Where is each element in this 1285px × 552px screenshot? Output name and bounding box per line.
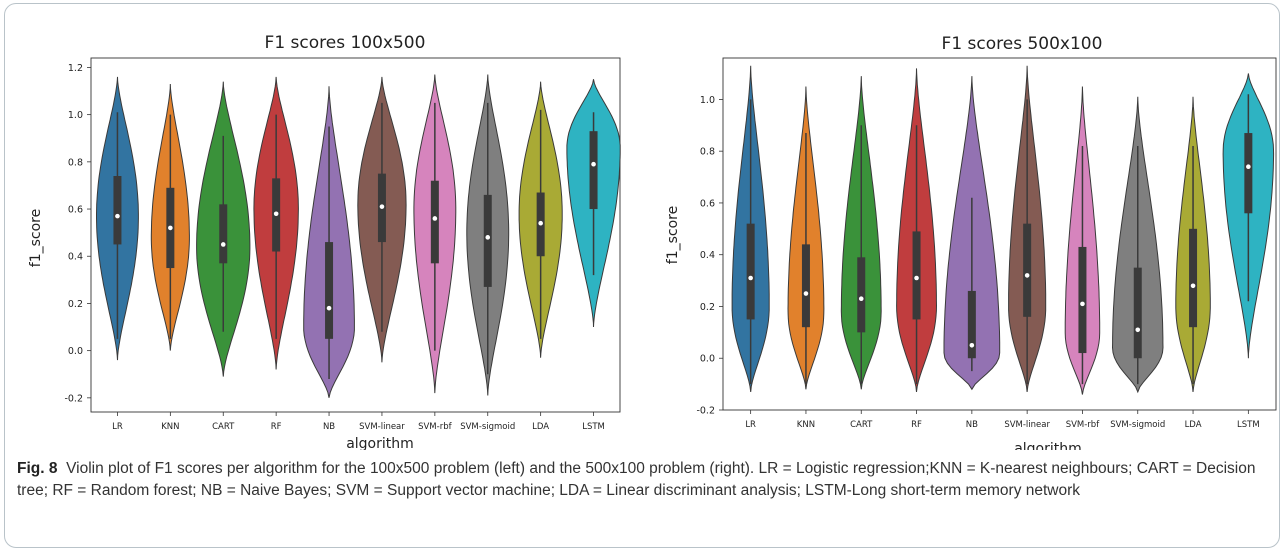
median-dot-nb: [969, 342, 975, 348]
iqr-box-lstm: [1244, 133, 1253, 214]
median-dot-cart: [220, 242, 226, 247]
iqr-box-lda: [1189, 228, 1198, 328]
y-tick-label: -0.2: [696, 406, 715, 417]
median-dot-svm-sigmoid: [1135, 327, 1141, 333]
x-tick-label-lstm: LSTM: [1237, 420, 1260, 430]
y-tick-label: 1.0: [68, 110, 83, 121]
caption-label: Fig. 8: [17, 460, 58, 477]
median-dot-rf: [273, 211, 279, 217]
y-tick-label: 0.4: [68, 252, 83, 263]
median-dot-rf: [914, 275, 919, 281]
x-tick-label-svm-rbf: SVM-rbf: [1066, 420, 1101, 430]
iqr-box-svm-sigmoid: [1133, 267, 1142, 359]
iqr-box-cart: [219, 204, 228, 264]
median-dot-lstm: [1246, 164, 1251, 170]
y-axis-label: f1_score: [665, 206, 681, 264]
iqr-box-cart: [857, 257, 866, 333]
axes-frame: [722, 57, 1277, 411]
x-axis-label: algorithm: [346, 436, 414, 450]
x-tick-label-svm-linear: SVM-linear: [359, 422, 405, 432]
median-dot-lda: [538, 220, 543, 226]
x-tick-label-svm-sigmoid: SVM-sigmoid: [1110, 420, 1165, 430]
x-tick-label-knn: KNN: [797, 420, 815, 430]
x-tick-label-lda: LDA: [532, 422, 549, 432]
y-tick-label: 0.6: [68, 205, 83, 216]
iqr-box-svm-rbf: [1078, 246, 1087, 354]
iqr-box-svm-rbf: [430, 180, 439, 264]
y-tick-label: 1.0: [700, 95, 715, 106]
x-tick-label-svm-rbf: SVM-rbf: [418, 422, 453, 432]
median-dot-svm-linear: [1024, 273, 1030, 278]
x-tick-label-lr: LR: [745, 420, 756, 430]
iqr-box-svm-linear: [1023, 223, 1032, 317]
y-tick-label: 0.4: [700, 250, 715, 261]
x-tick-label-svm-linear: SVM-linear: [1004, 420, 1050, 430]
median-dot-svm-sigmoid: [485, 235, 491, 240]
iqr-box-lr: [746, 223, 755, 320]
x-tick-label-knn: KNN: [161, 422, 179, 432]
y-tick-label: 1.2: [68, 63, 83, 74]
x-tick-label-rf: RF: [911, 420, 922, 430]
x-tick-label-lda: LDA: [1185, 420, 1202, 430]
median-dot-cart: [858, 296, 864, 302]
y-tick-label: 0.2: [700, 302, 715, 313]
median-dot-svm-linear: [379, 204, 385, 209]
median-dot-lstm: [591, 161, 596, 167]
caption-text: Violin plot of F1 scores per algorithm f…: [17, 460, 1256, 499]
iqr-box-lstm: [589, 131, 598, 210]
y-tick-label: -0.2: [64, 393, 83, 404]
median-dot-svm-rbf: [432, 216, 438, 221]
axes-frame: [90, 57, 621, 413]
median-dot-lr: [115, 213, 120, 219]
x-tick-label-nb: NB: [323, 422, 335, 432]
iqr-box-nb: [325, 242, 334, 339]
median-dot-knn: [803, 291, 809, 296]
y-tick-label: 0.0: [700, 354, 715, 365]
median-dot-svm-rbf: [1080, 301, 1085, 307]
y-tick-label: 0.6: [700, 198, 715, 209]
iqr-box-svm-sigmoid: [483, 194, 492, 287]
violin-chart-100x500: F1 scores 100x500 f1_score algorithm -0.…: [28, 33, 621, 450]
y-tick-label: 0.2: [68, 299, 83, 310]
x-tick-label-cart: CART: [850, 420, 873, 430]
y-tick-label: 0.8: [68, 157, 83, 168]
x-tick-label-nb: NB: [966, 420, 978, 430]
x-tick-label-rf: RF: [271, 422, 282, 432]
median-dot-nb: [326, 305, 332, 311]
iqr-box-rf: [912, 231, 921, 320]
x-tick-label-cart: CART: [212, 422, 235, 432]
x-tick-label-lstm: LSTM: [582, 422, 605, 432]
iqr-box-knn: [801, 244, 810, 328]
x-tick-label-lr: LR: [112, 422, 123, 432]
median-dot-lr: [748, 275, 753, 281]
plot-area: -0.2 0.0 0.2 0.4 0.6 0.8 1.0 1.2 LR KNN CART RF NB SV…: [64, 57, 621, 432]
chart-title: F1 scores 500x100: [942, 34, 1103, 54]
x-tick-label-svm-sigmoid: SVM-sigmoid: [460, 422, 515, 432]
violin-chart-500x100: F1 scores 500x100 f1_score algorithm -0.…: [665, 34, 1277, 450]
iqr-box-lr: [113, 176, 122, 245]
median-dot-knn: [168, 225, 173, 231]
plot-area: -0.2 0.0 0.2 0.4 0.6 0.8 1.0 LR KNN CART RF NB SVM-l…: [696, 57, 1277, 430]
y-axis-label: f1_score: [28, 209, 44, 267]
chart-title: F1 scores 100x500: [265, 33, 426, 53]
iqr-box-nb: [967, 290, 976, 359]
median-dot-lda: [1190, 283, 1196, 289]
figure-caption: Fig. 8 Violin plot of F1 scores per algo…: [17, 458, 1272, 502]
y-tick-label: 0.8: [700, 147, 715, 158]
y-tick-label: 0.0: [68, 346, 83, 357]
x-axis-label: algorithm: [1014, 441, 1082, 450]
